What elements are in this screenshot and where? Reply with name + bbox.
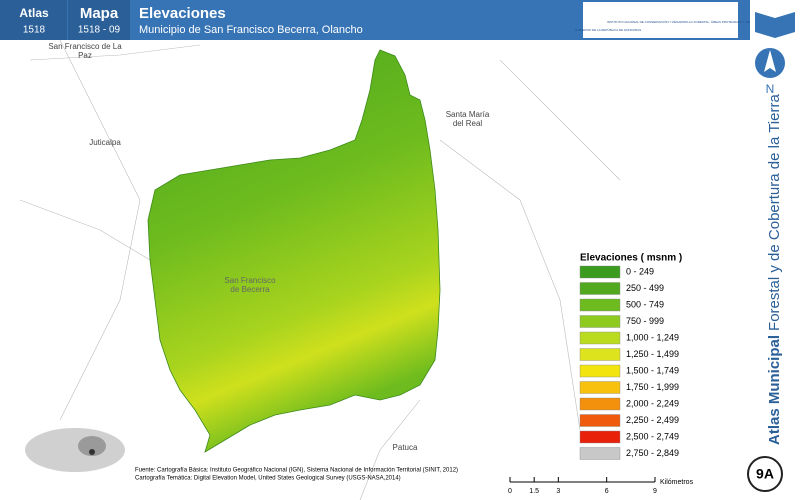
legend-title: Elevaciones ( msnm ): [580, 253, 682, 264]
legend-swatch: [579, 381, 621, 394]
scale-tick-label: 6: [605, 488, 609, 495]
municipality: [147, 49, 441, 453]
north-arrow: [764, 50, 776, 72]
legend-swatch: [579, 447, 621, 460]
logo-box: [583, 2, 738, 38]
legend-swatch: [579, 364, 621, 378]
place-label: San Francisco de Becerra: [224, 276, 276, 294]
legend-label: 1,750 - 1,999: [626, 382, 679, 392]
legend-label: 2,750 - 2,849: [626, 448, 679, 458]
legend-swatch: [579, 414, 621, 427]
source-line: Cartografía Temática: Digital Elevation …: [135, 476, 401, 482]
side-title-rest: Forestal y de Cobertura de la Tierra: [766, 94, 783, 331]
place-label: Patuca: [392, 443, 418, 452]
inset-country: [25, 428, 125, 472]
scale-tick-label: 1.5: [529, 488, 539, 495]
legend-label: 1,250 - 1,499: [626, 349, 679, 359]
source-line: Fuente: Cartografía Básica: Instituto Ge…: [135, 468, 458, 474]
map-label: Mapa: [80, 5, 119, 22]
map-subtitle: Municipio de San Francisco Becerra, Olan…: [139, 24, 363, 36]
legend-swatch: [579, 397, 621, 411]
atlas-number: 1518: [23, 25, 46, 36]
atlas-box: [0, 0, 67, 40]
roads: [19, 39, 621, 500]
legend-label: 750 - 999: [626, 316, 664, 326]
scale-tick-label: 9: [653, 488, 657, 495]
legend-label: 1,000 - 1,249: [626, 332, 679, 342]
legend-swatch: [579, 282, 621, 295]
scale-tick-label: 3: [556, 488, 560, 495]
north-label: N: [766, 82, 775, 96]
logo-left: GOBIERNO DE LA REPÚBLICA DE HONDURAS: [575, 27, 641, 32]
legend-swatch: [579, 430, 621, 444]
place-label: San Francisco de La Paz: [48, 42, 122, 60]
legend-swatch: [579, 315, 621, 328]
book-icon: [755, 12, 795, 38]
legend-swatch: [579, 298, 621, 312]
map-box: [68, 0, 130, 40]
scale-unit: Kilómetros: [660, 479, 694, 486]
page-number: 9A: [756, 466, 774, 482]
place-label: Santa María del Real: [445, 110, 490, 128]
legend-label: 2,250 - 2,499: [626, 415, 679, 425]
legend-swatch: [579, 348, 621, 361]
legend: 0 - 249 250 - 499 500 - 749 750 - 999 1,000 …: [579, 265, 679, 460]
map-number: 1518 - 09: [78, 25, 121, 36]
legend-label: 1,500 - 1,749: [626, 365, 679, 375]
logo-right: INSTITUTO NACIONAL DE CONSERVACIÓN Y DES…: [607, 19, 769, 24]
scale-tick-label: 0: [508, 488, 512, 495]
legend-label: 2,500 - 2,749: [626, 431, 679, 441]
place-label: Juticalpa: [89, 138, 121, 147]
atlas-label: Atlas: [19, 6, 49, 20]
inset-department: [78, 436, 106, 456]
legend-swatch: [579, 265, 621, 279]
side-title: Atlas Municipal Forestal y de Cobertura d…: [766, 94, 783, 445]
legend-label: 0 - 249: [626, 266, 654, 276]
legend-label: 500 - 749: [626, 299, 664, 309]
side-title-bold: Atlas Municipal: [766, 335, 783, 445]
inset-municipality: [89, 449, 95, 455]
page-circle: [747, 456, 783, 492]
sidebar: [750, 0, 800, 500]
legend-label: 2,000 - 2,249: [626, 398, 679, 408]
legend-label: 250 - 499: [626, 283, 664, 293]
legend-swatch: [579, 331, 621, 345]
map-title: Elevaciones: [139, 5, 226, 22]
